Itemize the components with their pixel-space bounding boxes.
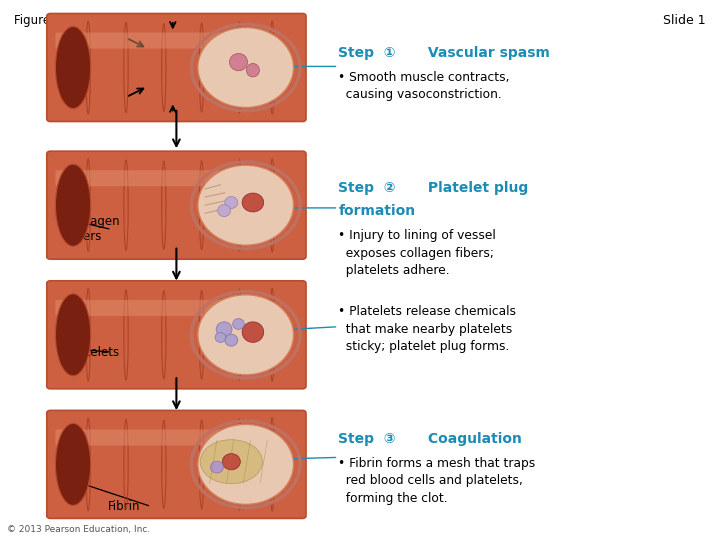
Ellipse shape: [225, 197, 238, 208]
Ellipse shape: [216, 322, 232, 337]
FancyBboxPatch shape: [55, 32, 236, 49]
Text: Platelets: Platelets: [68, 346, 120, 359]
Ellipse shape: [210, 461, 223, 473]
Ellipse shape: [198, 28, 294, 107]
Text: Platelet plug: Platelet plug: [423, 181, 528, 195]
Text: • Platelets release chemicals
  that make nearby platelets
  sticky; platelet pl: • Platelets release chemicals that make …: [338, 305, 516, 353]
Text: Step  ①: Step ①: [338, 46, 396, 60]
FancyBboxPatch shape: [55, 170, 236, 186]
FancyBboxPatch shape: [55, 429, 236, 445]
Ellipse shape: [233, 319, 244, 329]
Text: Collagen
fibers: Collagen fibers: [68, 215, 120, 244]
Text: • Injury to lining of vessel
  exposes collagen fibers;
  platelets adhere.: • Injury to lining of vessel exposes col…: [338, 230, 496, 278]
Text: © 2013 Pearson Education, Inc.: © 2013 Pearson Education, Inc.: [7, 524, 150, 534]
Text: formation: formation: [338, 204, 415, 218]
Ellipse shape: [217, 205, 230, 217]
Ellipse shape: [55, 26, 91, 109]
Text: Step  ②: Step ②: [338, 181, 396, 195]
Ellipse shape: [200, 440, 262, 484]
Ellipse shape: [242, 193, 264, 212]
Ellipse shape: [198, 424, 294, 504]
Ellipse shape: [55, 294, 91, 376]
FancyBboxPatch shape: [55, 300, 236, 316]
Text: Slide 1: Slide 1: [663, 14, 706, 27]
Text: Coagulation: Coagulation: [423, 432, 522, 446]
FancyBboxPatch shape: [47, 151, 306, 259]
Text: • Fibrin forms a mesh that traps
  red blood cells and platelets,
  forming the : • Fibrin forms a mesh that traps red blo…: [338, 457, 536, 505]
Ellipse shape: [55, 423, 91, 505]
Ellipse shape: [222, 454, 240, 470]
FancyBboxPatch shape: [47, 14, 306, 122]
Ellipse shape: [215, 333, 226, 342]
FancyBboxPatch shape: [47, 410, 306, 518]
Ellipse shape: [198, 165, 294, 245]
Text: • Smooth muscle contracts,
  causing vasoconstriction.: • Smooth muscle contracts, causing vasoc…: [338, 71, 510, 101]
FancyBboxPatch shape: [47, 281, 306, 389]
Text: Step  ③: Step ③: [338, 432, 396, 446]
Ellipse shape: [198, 295, 294, 375]
Text: Figure 17.13  Events of hemostasis.: Figure 17.13 Events of hemostasis.: [14, 14, 225, 27]
Ellipse shape: [225, 334, 238, 346]
Ellipse shape: [242, 322, 264, 342]
Ellipse shape: [55, 164, 91, 246]
Ellipse shape: [230, 53, 248, 71]
Text: Vascular spasm: Vascular spasm: [423, 46, 550, 60]
Ellipse shape: [246, 63, 259, 77]
Text: Fibrin: Fibrin: [108, 500, 140, 513]
